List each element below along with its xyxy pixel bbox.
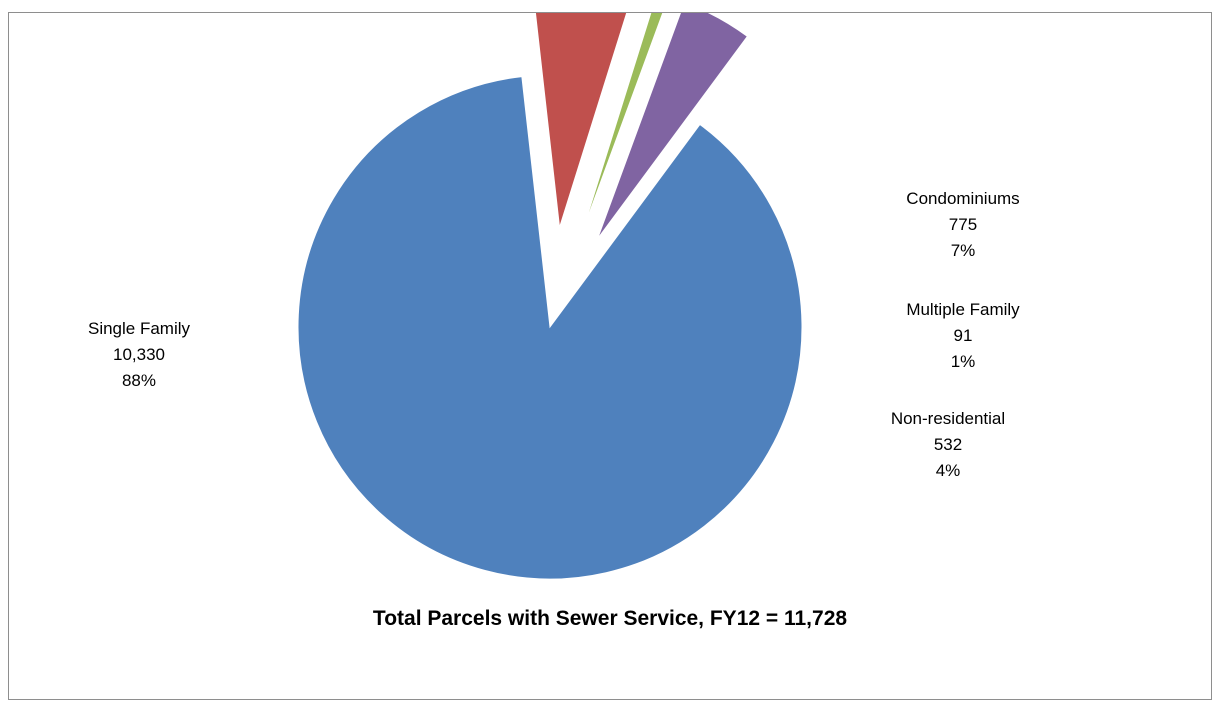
pie-slice-condominiums	[534, 13, 628, 228]
slice-label-percent: 1%	[950, 352, 976, 371]
pie-chart	[297, 13, 803, 580]
slice-label-name: Single Family	[87, 319, 191, 338]
slice-label-percent: 4%	[935, 461, 961, 480]
slice-label-condominiums: Condominiums 775 7%	[906, 186, 1019, 264]
slice-label-value: 532	[933, 435, 963, 454]
slice-label-name: Non-residential	[890, 409, 1006, 428]
slice-label-value: 91	[953, 326, 973, 345]
pie-slice-single-family	[297, 76, 803, 580]
slice-label-value: 775	[948, 215, 978, 234]
slice-label-percent: 88%	[121, 371, 157, 390]
pie-slice-non-residential	[596, 13, 749, 240]
slice-label-multiple-family: Multiple Family 91 1%	[906, 297, 1019, 375]
chart-frame: Single Family 10,330 88% Condominiums 775 7% M…	[8, 12, 1212, 700]
slice-label-single-family: Single Family 10,330 88%	[88, 316, 190, 394]
pie-slice-multiple-family	[581, 13, 664, 233]
slice-label-percent: 7%	[950, 241, 976, 260]
slice-label-name: Multiple Family	[906, 300, 1020, 319]
chart-title: Total Parcels with Sewer Service, FY12 =…	[372, 607, 848, 630]
slice-label-value: 10,330	[112, 345, 165, 364]
slice-label-name: Condominiums	[906, 189, 1020, 208]
slice-label-non-residential: Non-residential 532 4%	[891, 406, 1005, 484]
